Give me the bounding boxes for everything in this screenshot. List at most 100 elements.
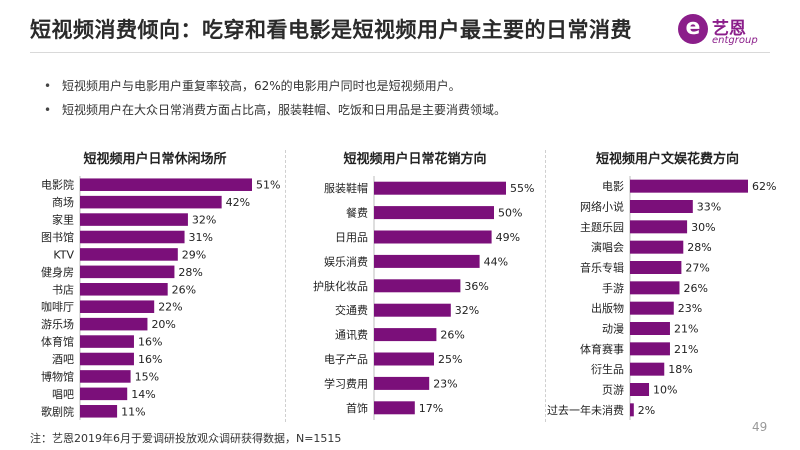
category-label: KTV xyxy=(53,248,74,261)
value-label: 36% xyxy=(464,280,488,293)
bar xyxy=(630,383,650,396)
chart-title: 短视频用户日常花销方向 xyxy=(343,152,487,167)
bar xyxy=(374,303,451,317)
category-label: 衍生品 xyxy=(591,362,624,376)
brand-logo: e 艺恩 entgroup xyxy=(678,14,778,48)
value-label: 23% xyxy=(678,302,702,315)
bar xyxy=(374,206,494,220)
category-label: 网络小说 xyxy=(580,200,624,214)
bar xyxy=(80,265,175,279)
value-label: 20% xyxy=(151,318,175,331)
bar xyxy=(630,342,670,356)
bar xyxy=(630,200,693,213)
value-label: 25% xyxy=(438,353,462,366)
bar xyxy=(374,376,430,390)
category-label: 护肤化妆品 xyxy=(313,279,368,293)
category-label: 健身房 xyxy=(41,265,74,279)
page-number: 49 xyxy=(752,420,768,434)
value-label: 22% xyxy=(158,301,182,314)
category-label: 日用品 xyxy=(335,231,368,244)
value-label: 55% xyxy=(510,182,534,195)
category-label: 咖啡厅 xyxy=(41,300,74,314)
category-label: 首饰 xyxy=(346,401,368,415)
value-label: 26% xyxy=(440,329,464,342)
bar xyxy=(80,178,252,191)
bar xyxy=(630,281,680,295)
bar xyxy=(630,240,684,254)
bar xyxy=(80,300,155,313)
bar xyxy=(80,283,168,296)
category-label: 商场 xyxy=(52,195,74,209)
bar xyxy=(80,335,134,348)
value-label: 21% xyxy=(674,343,698,356)
category-label: 电影 xyxy=(602,180,624,193)
chart-title: 短视频用户文娱花费方向 xyxy=(595,152,739,167)
bar xyxy=(80,352,134,366)
value-label: 26% xyxy=(683,282,707,295)
category-label: 餐费 xyxy=(346,206,368,220)
value-label: 11% xyxy=(121,405,145,418)
category-label: 博物馆 xyxy=(41,369,74,383)
bar xyxy=(80,405,118,418)
bar xyxy=(630,322,670,335)
footnote: 注：艺恩2019年6月于爱调研投放观众调研获得数据，N=1515 xyxy=(30,432,342,445)
category-label: 音乐专辑 xyxy=(580,261,624,275)
value-label: 33% xyxy=(697,201,721,214)
value-label: 23% xyxy=(433,377,457,390)
bar xyxy=(630,179,748,193)
category-label: 动漫 xyxy=(602,322,624,336)
category-label: 电子产品 xyxy=(324,352,368,366)
bar xyxy=(630,301,674,315)
chart-entertainment-spending: 短视频用户文娱花费方向 电影 62% 网络小说 33% 主题乐园 30% 演唱会 28% 音乐专… xyxy=(547,148,785,420)
category-label: 学习费用 xyxy=(324,376,368,390)
value-label: 17% xyxy=(419,402,443,415)
value-label: 14% xyxy=(131,388,155,401)
value-label: 62% xyxy=(752,180,776,193)
category-label: 手游 xyxy=(602,281,624,295)
category-label: 歌剧院 xyxy=(41,404,74,418)
bar xyxy=(80,370,131,383)
bar xyxy=(374,254,480,268)
value-label: 31% xyxy=(189,231,213,244)
value-label: 49% xyxy=(496,231,520,244)
value-label: 28% xyxy=(687,241,711,254)
bar xyxy=(374,352,434,366)
value-label: 44% xyxy=(484,255,508,268)
bar xyxy=(374,328,437,342)
value-label: 29% xyxy=(182,248,206,261)
bar xyxy=(374,279,461,293)
value-label: 2% xyxy=(638,404,655,417)
category-label: 主题乐园 xyxy=(580,221,624,234)
category-label: 酒吧 xyxy=(52,353,74,366)
category-label: 图书馆 xyxy=(41,230,74,244)
category-label: 交通费 xyxy=(335,303,368,317)
chart-spending-direction-svg: 服装鞋帽 55% 餐费 50% 日用品 49% 娱乐消费 44% 护肤化妆品 36% 交通费 32% 通… xyxy=(313,176,534,420)
chart-spending-direction: 短视频用户日常花销方向 服装鞋帽 55% 餐费 50% 日用品 49% 娱乐消费 44% 护肤化… xyxy=(290,148,540,420)
value-label: 51% xyxy=(256,179,280,192)
bar xyxy=(630,362,665,376)
value-label: 21% xyxy=(674,323,698,336)
category-label: 通讯费 xyxy=(335,329,368,342)
category-label: 唱吧 xyxy=(52,388,74,401)
category-label: 娱乐消费 xyxy=(324,254,368,268)
bar xyxy=(80,387,128,401)
category-label: 服装鞋帽 xyxy=(324,181,368,195)
bar xyxy=(80,195,222,209)
value-label: 26% xyxy=(172,283,196,296)
category-label: 过去一年未消费 xyxy=(547,403,624,417)
value-label: 18% xyxy=(668,363,692,376)
category-label: 出版物 xyxy=(591,301,624,315)
bullet-1: 短视频用户与电影用户重复率较高，62%的电影用户同时也是短视频用户。 xyxy=(44,74,506,98)
bar xyxy=(630,261,682,274)
category-label: 游乐场 xyxy=(41,317,74,331)
bar xyxy=(630,403,634,417)
bar xyxy=(80,213,188,226)
logo-mark-icon: e xyxy=(678,14,708,44)
category-label: 书店 xyxy=(52,282,74,296)
value-label: 16% xyxy=(138,336,162,349)
bullet-2: 短视频用户在大众日常消费方面占比高，服装鞋帽、吃饭和日用品是主要消费领域。 xyxy=(44,98,506,122)
value-label: 42% xyxy=(226,196,250,209)
value-label: 28% xyxy=(178,266,202,279)
value-label: 32% xyxy=(192,214,216,227)
panel-divider xyxy=(545,150,546,422)
